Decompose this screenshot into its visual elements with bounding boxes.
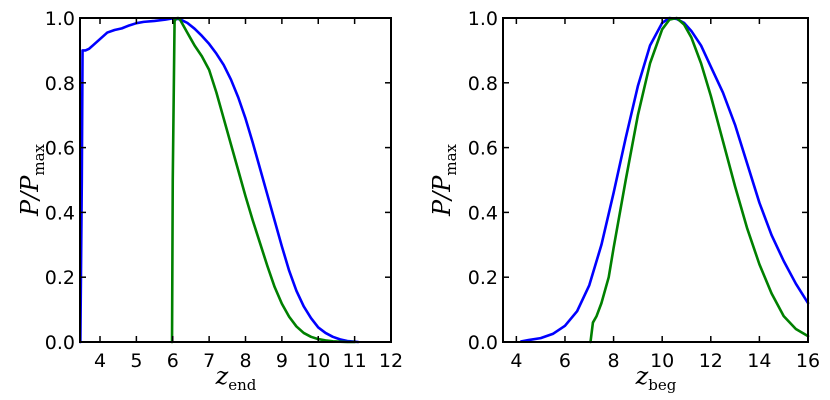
series-line-0 [79, 17, 360, 344]
chart-left-zend: 4 5 6 7 8 9 10 11 12 0.0 0.2 0.4 0.6 0.8 1.0 P/Pmax ze… [16, 8, 403, 394]
y-tick-label: 0.2 [468, 267, 498, 289]
x-tick-label: 11 [343, 350, 367, 372]
ticks-layer: 4 6 8 10 12 14 16 0.0 0.2 0.4 0.6 0.8 1.0 [468, 8, 820, 372]
y-tick-label: 0.0 [45, 332, 75, 354]
x-tick-label: 10 [306, 350, 330, 372]
x-tick-label: 8 [608, 350, 620, 372]
chart-right-zbeg: 4 6 8 10 12 14 16 0.0 0.2 0.4 0.6 0.8 1.0 P/Pmax zbe… [428, 8, 820, 394]
x-axis-label: zend [215, 362, 257, 394]
y-axis-label: P/Pmax [16, 143, 48, 217]
plot-frame [79, 17, 392, 343]
x-tick-label: 5 [130, 350, 142, 372]
y-tick-label: 0.8 [45, 73, 75, 95]
y-tick-label: 0.4 [45, 202, 75, 224]
x-tick-label: 9 [276, 350, 288, 372]
y-tick-label: 0.2 [45, 267, 75, 289]
x-tick-label: 10 [650, 350, 674, 372]
y-tick-label: 0.4 [468, 202, 498, 224]
series-line-1 [170, 16, 356, 344]
x-tick-label: 16 [796, 350, 820, 372]
plot-frame [502, 17, 809, 343]
y-tick-label: 1.0 [45, 8, 75, 30]
x-tick-label: 8 [239, 350, 251, 372]
y-tick-label: 0.0 [468, 332, 498, 354]
series-layer [79, 16, 360, 344]
x-tick-label: 12 [379, 350, 403, 372]
y-tick-label: 0.6 [468, 138, 498, 160]
x-tick-label: 6 [167, 350, 179, 372]
x-axis-label: zbeg [635, 362, 677, 394]
y-axis-label: P/Pmax [428, 143, 460, 217]
x-tick-label: 6 [559, 350, 571, 372]
x-tick-label: 14 [747, 350, 771, 372]
y-tick-label: 0.8 [468, 73, 498, 95]
x-tick-label: 4 [510, 350, 522, 372]
ticks-layer: 4 5 6 7 8 9 10 11 12 0.0 0.2 0.4 0.6 0.8 1.0 [45, 8, 403, 372]
series-line-1 [589, 16, 810, 344]
x-tick-label: 4 [94, 350, 106, 372]
x-tick-label: 12 [699, 350, 723, 372]
y-tick-label: 1.0 [468, 8, 498, 30]
x-tick-label: 7 [203, 350, 215, 372]
series-line-0 [519, 16, 810, 343]
y-tick-label: 0.6 [45, 138, 75, 160]
series-layer [519, 16, 810, 344]
